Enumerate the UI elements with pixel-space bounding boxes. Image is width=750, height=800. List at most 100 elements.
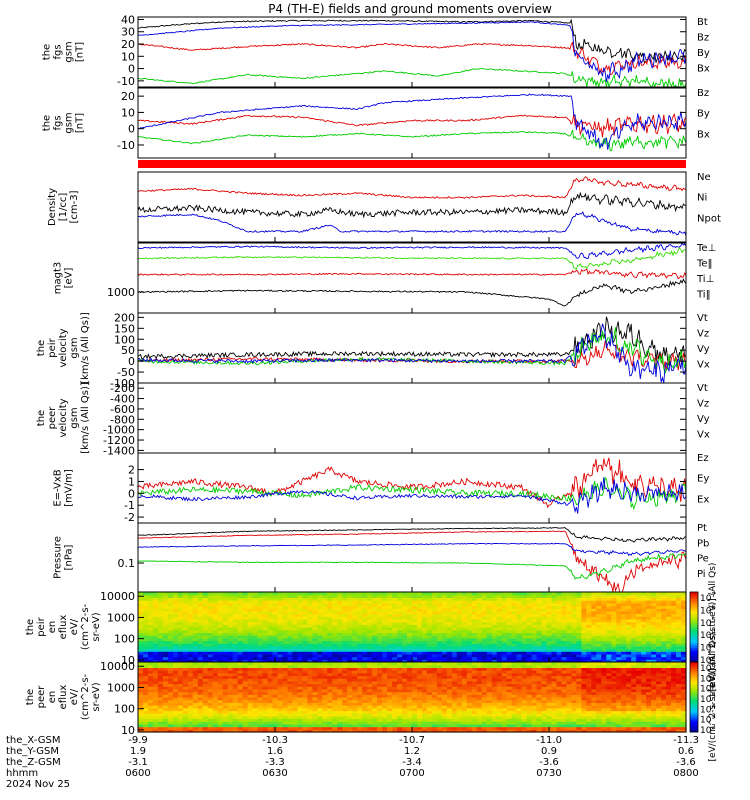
spectrogram-cell bbox=[292, 624, 298, 628]
spectrogram-cell bbox=[162, 643, 169, 647]
spectrogram-cell bbox=[157, 672, 164, 677]
spectrogram-cell bbox=[222, 600, 229, 604]
spectrogram-cell bbox=[138, 683, 144, 687]
spectrogram-cell bbox=[247, 632, 254, 636]
spectrogram-cell bbox=[143, 715, 149, 720]
spectrogram-cell bbox=[197, 686, 204, 690]
spectrogram-cell bbox=[387, 629, 393, 633]
spectrogram-cell bbox=[471, 718, 478, 722]
spectrogram-cell bbox=[297, 702, 303, 706]
spectrogram-cell bbox=[496, 592, 503, 596]
spectrogram-cell bbox=[481, 640, 488, 644]
spectrogram-cell bbox=[247, 718, 254, 722]
spectrogram-cell bbox=[277, 694, 284, 698]
spectrogram-cell bbox=[671, 643, 677, 647]
spectrogram-cell bbox=[451, 632, 458, 636]
spectrogram-cell bbox=[212, 721, 219, 725]
spectrogram-cell bbox=[461, 624, 468, 628]
spectrogram-cell bbox=[177, 597, 184, 601]
spectrogram-cell bbox=[272, 691, 279, 695]
spectrogram-cell bbox=[422, 713, 428, 717]
spectrogram-cell bbox=[626, 632, 632, 636]
spectrogram-cell bbox=[626, 627, 632, 631]
spectrogram-cell bbox=[377, 694, 383, 698]
spectrogram-cell bbox=[277, 653, 284, 658]
spectrogram-cell bbox=[397, 688, 403, 693]
spectrogram-cell bbox=[591, 613, 597, 617]
y-axis-label: the bbox=[36, 340, 47, 356]
spectrogram-cell bbox=[491, 618, 498, 623]
spectrogram-cell bbox=[511, 621, 518, 625]
spectrogram-cell bbox=[247, 729, 254, 733]
spectrogram-cell bbox=[337, 624, 343, 628]
spectrogram-cell bbox=[402, 721, 408, 725]
y-tick-label: -1200 bbox=[103, 434, 135, 447]
spectrogram-cell bbox=[431, 662, 438, 666]
y-axis-label: [1/cc] bbox=[58, 193, 69, 222]
spectrogram-cell bbox=[531, 645, 538, 650]
spectrogram-cell bbox=[397, 597, 403, 601]
spectrogram-cell bbox=[526, 613, 533, 617]
spectrogram-cell bbox=[217, 597, 224, 601]
spectrogram-cell bbox=[436, 621, 443, 625]
spectrogram-cell bbox=[207, 699, 214, 703]
spectrogram-cell bbox=[357, 618, 363, 623]
spectrogram-cell bbox=[491, 653, 498, 658]
spectrogram-cell bbox=[367, 670, 373, 674]
spectrogram-cell bbox=[257, 627, 264, 631]
spectrogram-cell bbox=[431, 694, 438, 698]
spectrogram-cell bbox=[382, 592, 388, 596]
spectrogram-cell bbox=[302, 643, 308, 647]
spectrogram-cell bbox=[606, 605, 612, 609]
spectrogram-cell bbox=[187, 691, 194, 695]
spectrogram-cell bbox=[431, 699, 438, 703]
spectrogram-cell bbox=[436, 610, 443, 615]
legend-label: Vz bbox=[697, 399, 709, 410]
spectrogram-cell bbox=[541, 605, 548, 609]
spectrogram-cell bbox=[297, 605, 303, 609]
spectrogram-cell bbox=[531, 610, 538, 615]
spectrogram-cell bbox=[312, 645, 318, 650]
spectrogram-cell bbox=[412, 680, 418, 685]
spectrogram-cell bbox=[177, 723, 184, 728]
spectrogram-cell bbox=[422, 718, 428, 722]
spectrogram-cell bbox=[461, 688, 468, 693]
spectrogram-cell bbox=[387, 718, 393, 722]
spectrogram-cell bbox=[237, 715, 244, 720]
spectrogram-cell bbox=[292, 608, 298, 612]
spectrogram-cell bbox=[646, 651, 652, 655]
spectrogram-cell bbox=[237, 686, 244, 690]
spectrogram-cell bbox=[267, 675, 274, 679]
spectrogram-cell bbox=[636, 645, 642, 650]
spectrogram-cell bbox=[461, 618, 468, 623]
series-line-Bx bbox=[138, 21, 687, 83]
spectrogram-cell bbox=[162, 651, 169, 655]
spectrogram-cell bbox=[417, 659, 423, 663]
spectrogram-cell bbox=[441, 726, 448, 730]
spectrogram-cell bbox=[143, 629, 149, 633]
spectrogram-cell bbox=[606, 597, 612, 601]
spectrogram-cell bbox=[317, 672, 323, 677]
spectrogram-cell bbox=[641, 624, 647, 628]
spectrogram-cell bbox=[451, 697, 458, 701]
spectrogram-cell bbox=[431, 605, 438, 609]
spectrogram-cell bbox=[302, 621, 308, 625]
spectrogram-cell bbox=[471, 699, 478, 703]
spectrogram-cell bbox=[322, 613, 328, 617]
spectrogram-cell bbox=[666, 621, 672, 625]
spectrogram-cell bbox=[666, 656, 672, 660]
spectrogram-cell bbox=[412, 729, 418, 733]
spectrogram-cell bbox=[407, 645, 413, 650]
spectrogram-cell bbox=[157, 613, 164, 617]
spectrogram-cell bbox=[262, 699, 269, 703]
spectrogram-cell bbox=[476, 680, 483, 685]
spectrogram-cell bbox=[247, 699, 254, 703]
spectrogram-cell bbox=[606, 608, 612, 612]
spectrogram-cell bbox=[581, 656, 587, 660]
spectrogram-cell bbox=[641, 605, 647, 609]
spectrogram-cell bbox=[252, 659, 259, 663]
spectrogram-cell bbox=[217, 651, 224, 655]
spectrogram-cell bbox=[412, 608, 418, 612]
spectrogram-cell bbox=[227, 618, 234, 623]
spectrogram-cell bbox=[417, 594, 423, 598]
